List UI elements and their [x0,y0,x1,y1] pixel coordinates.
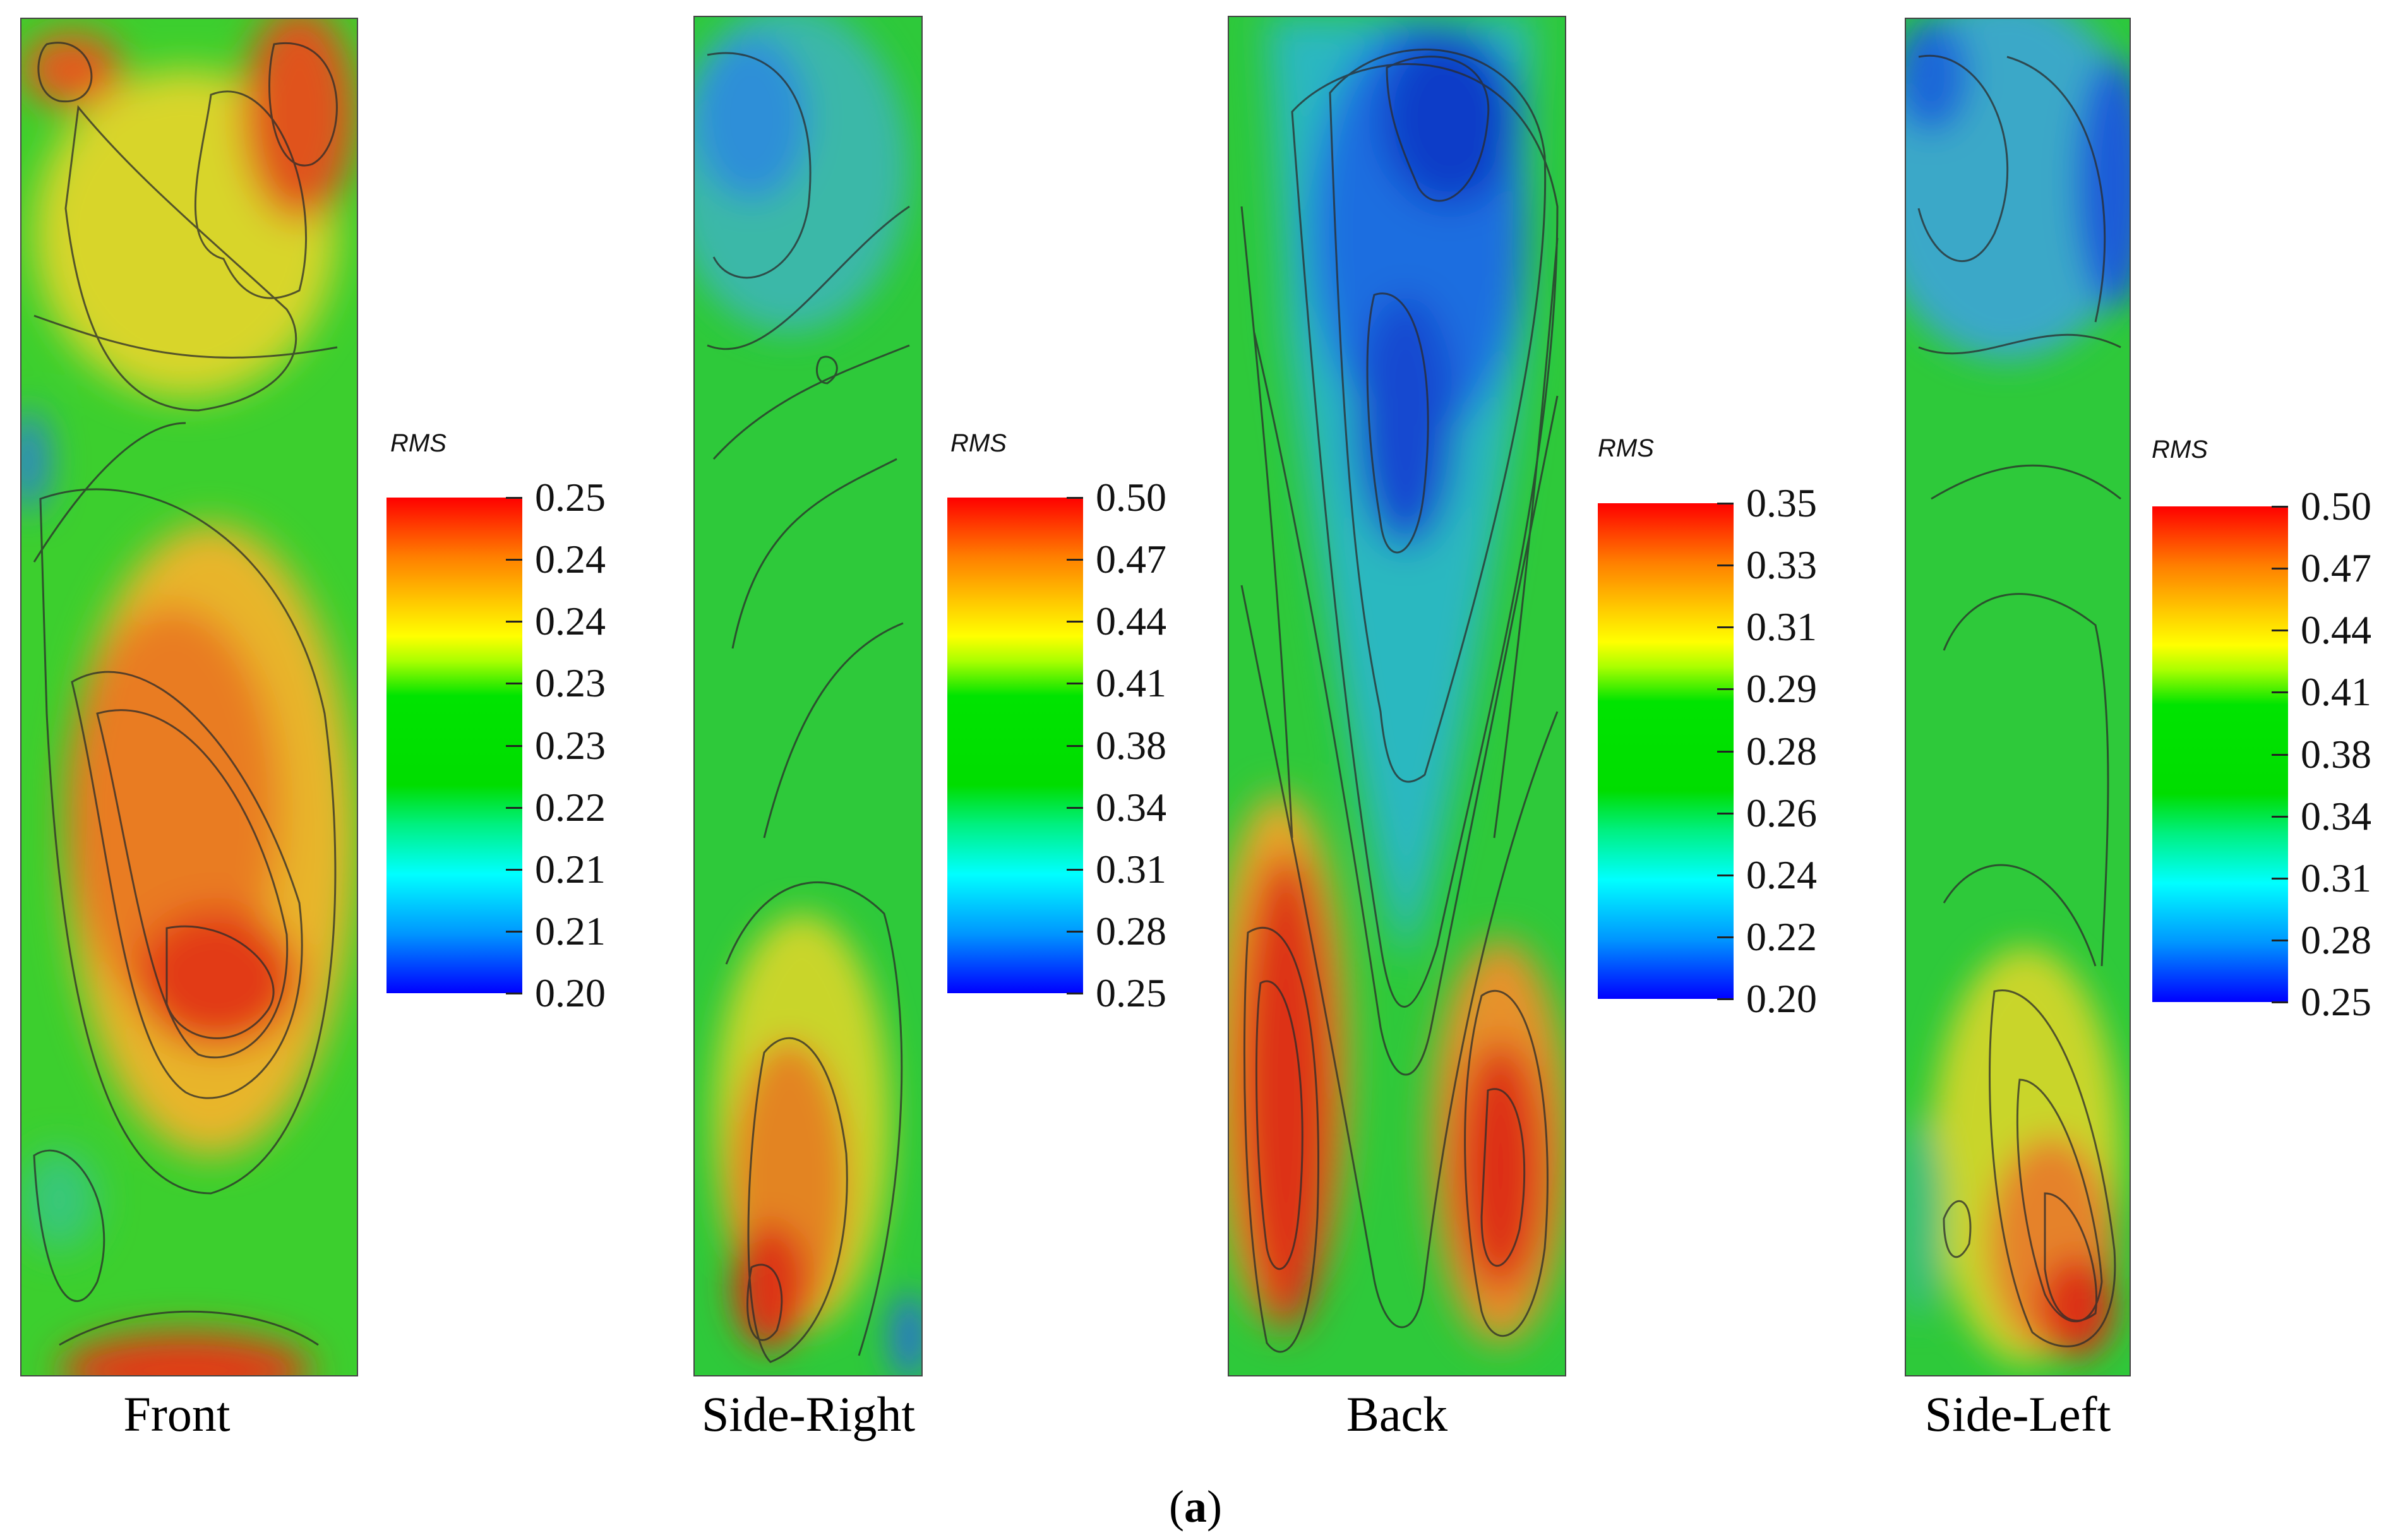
colorbar-tick [1067,683,1083,685]
colorbar-tick-label: 0.22 [1746,914,1817,959]
colorbar-tick-label: 0.31 [1096,846,1166,892]
side-right-contour-plot [693,16,923,1376]
caption-close: ) [1207,1481,1222,1532]
panel-label-front: Front [123,1387,231,1442]
colorbar-tick [1717,750,1734,753]
colorbar-tick [1067,930,1083,933]
colorbar-tick [1067,744,1083,747]
colorbar-tick-label: 0.31 [1746,604,1817,650]
colorbar-tick-label: 0.47 [2301,546,2371,591]
legend-title-front: RMS [390,429,446,457]
panel-label-back: Back [1346,1387,1448,1442]
colorbar-tick [1067,497,1083,499]
colorbar-back [1598,503,1734,999]
colorbar-tick-label: 0.33 [1746,542,1817,588]
colorbar-tick-label: 0.22 [535,784,606,830]
figure-caption: (a) [0,1481,2391,1533]
colorbar-tick [506,930,522,933]
colorbar-tick-label: 0.21 [535,908,606,953]
colorbar-tick [2272,1001,2288,1003]
colorbar-tick [506,497,522,499]
colorbar-tick [1067,621,1083,623]
colorbar-tick [506,683,522,685]
colorbar-tick [1067,993,1083,994]
colorbar-tick-label: 0.41 [1096,660,1166,706]
legend-title-back: RMS [1598,434,1654,462]
colorbar-tick-label: 0.28 [1096,908,1166,953]
colorbar-tick [506,868,522,871]
colorbar-tick [1717,998,1734,1000]
colorbar-tick [1067,806,1083,809]
colorbar-tick-label: 0.28 [1746,728,1817,773]
colorbar-tick-label: 0.25 [1096,970,1166,1015]
colorbar-tick-label: 0.26 [1746,790,1817,835]
colorbar-tick-label: 0.44 [2301,607,2371,653]
panel-label-side-left: Side-Left [1924,1387,2111,1442]
colorbar-tick-label: 0.38 [2301,731,2371,777]
colorbar-tick-label: 0.25 [535,475,606,520]
colorbar-tick-label: 0.41 [2301,669,2371,715]
colorbar-tick-label: 0.24 [535,537,606,582]
colorbar-tick [2272,939,2288,941]
colorbar-tick-label: 0.34 [2301,793,2371,839]
colorbar-tick-label: 0.47 [1096,537,1166,582]
colorbar-tick-label: 0.23 [535,722,606,768]
colorbar-tick-label: 0.24 [535,599,606,644]
colorbar-tick [1717,626,1734,629]
colorbar-tick [506,621,522,623]
colorbar-tick-label: 0.23 [535,660,606,706]
colorbar-tick [1717,564,1734,567]
colorbar-tick [2272,691,2288,694]
colorbar-tick-label: 0.35 [1746,481,1817,525]
colorbar-side-right [947,498,1083,993]
colorbar-tick [2272,753,2288,756]
colorbar-tick-label: 0.34 [1096,784,1166,830]
colorbar-tick [2272,568,2288,570]
colorbar-tick-label: 0.24 [1746,852,1817,897]
colorbar-tick [2272,815,2288,818]
caption-open: ( [1169,1481,1184,1532]
colorbar-tick [1717,688,1734,691]
colorbar-tick [1067,559,1083,561]
legend-title-side-left: RMS [2152,436,2208,463]
panel-label-side-right: Side-Right [701,1387,915,1442]
colorbar-tick [1717,503,1734,504]
colorbar-front [387,498,522,993]
colorbar-tick-label: 0.31 [2301,855,2371,900]
colorbar-tick-label: 0.50 [2301,484,2371,528]
colorbar-tick-label: 0.21 [535,846,606,892]
colorbar-tick [1717,936,1734,938]
side-left-contour-plot [1905,18,2131,1376]
colorbar-tick [506,993,522,994]
colorbar-tick-label: 0.20 [1746,976,1817,1021]
colorbar-tick [2272,630,2288,632]
colorbar-tick [2272,506,2288,508]
colorbar-tick [1717,874,1734,876]
colorbar-tick [506,806,522,809]
colorbar-tick [506,559,522,561]
back-contour-plot [1228,16,1566,1376]
colorbar-tick-label: 0.20 [535,970,606,1015]
colorbar-tick-label: 0.50 [1096,475,1166,520]
caption-letter: a [1184,1481,1207,1532]
colorbar-tick [506,744,522,747]
front-contour-plot [20,18,358,1376]
colorbar-tick [1067,868,1083,871]
colorbar-tick-label: 0.44 [1096,599,1166,644]
colorbar-tick-label: 0.38 [1096,722,1166,768]
legend-title-side-right: RMS [950,429,1007,457]
colorbar-tick-label: 0.25 [2301,979,2371,1024]
colorbar-tick [2272,877,2288,880]
colorbar-side-left [2152,506,2288,1002]
colorbar-tick-label: 0.29 [1746,666,1817,712]
colorbar-tick [1717,812,1734,815]
colorbar-tick-label: 0.28 [2301,917,2371,962]
